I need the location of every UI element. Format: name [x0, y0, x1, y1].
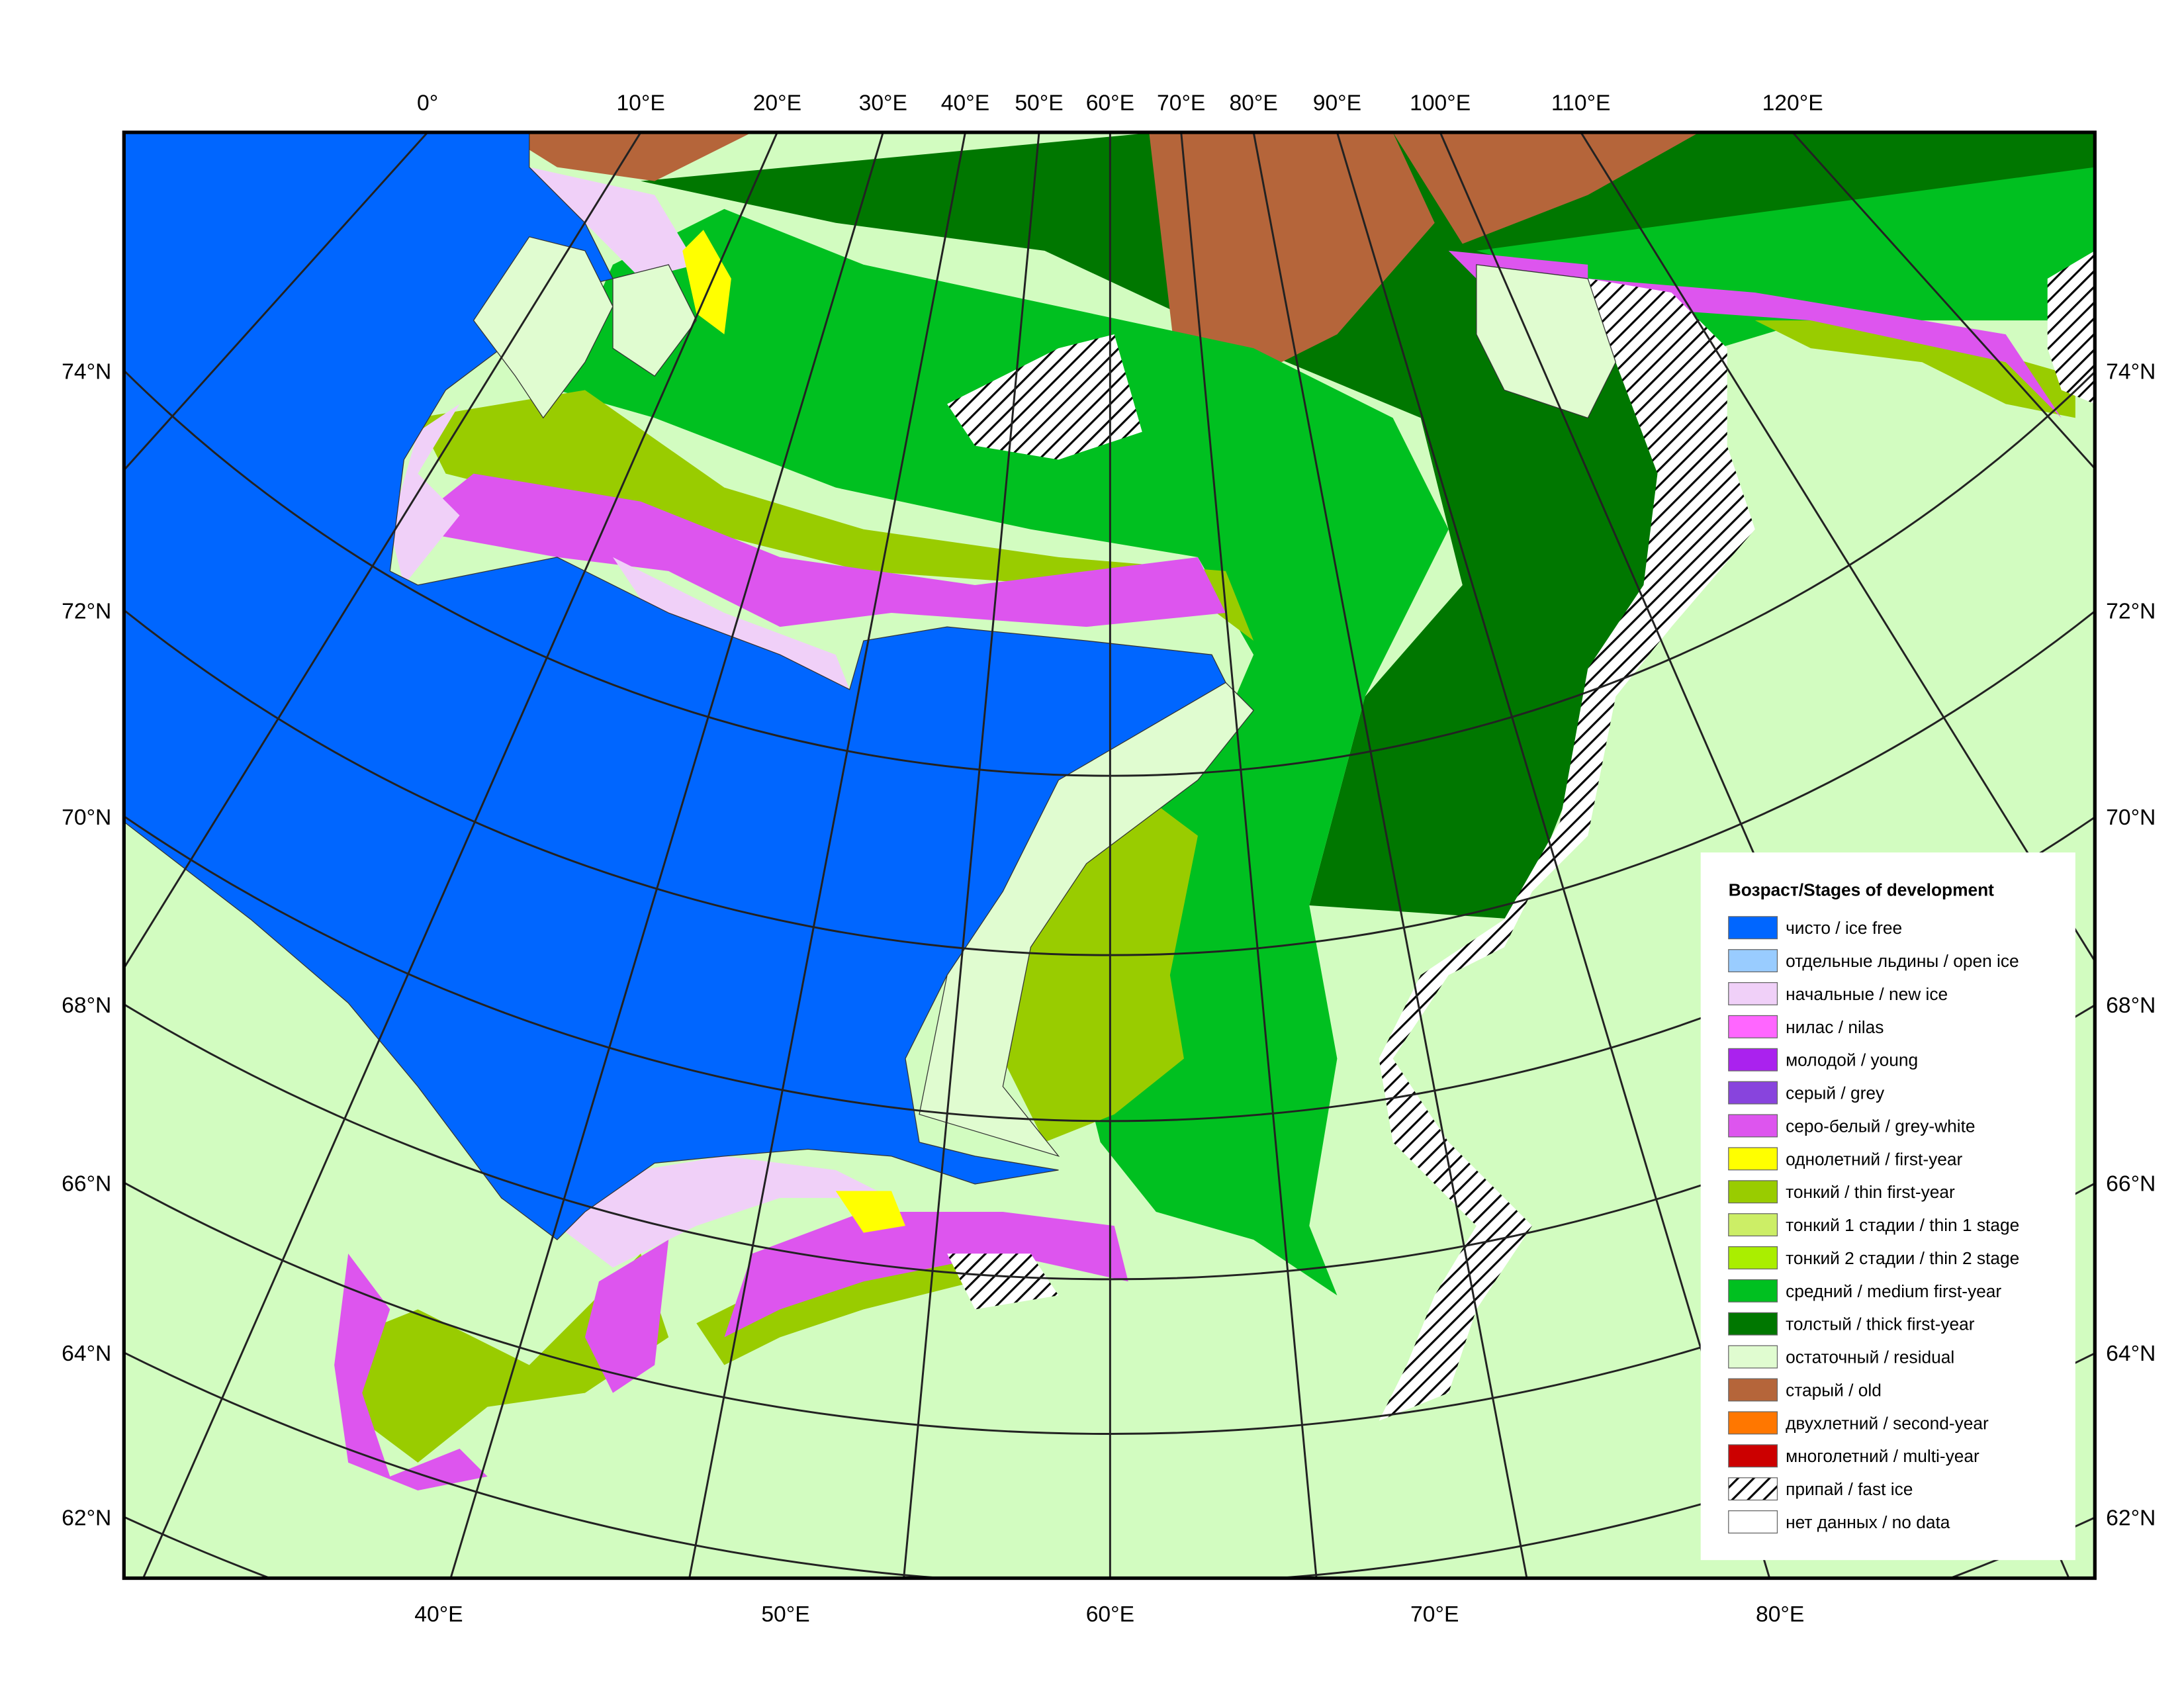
top-label: 50°E [1015, 91, 1063, 115]
right-label: 70°N [2106, 805, 2156, 830]
legend-swatch [1728, 1477, 1778, 1501]
meridian [124, 132, 642, 970]
left-label: 74°N [62, 359, 111, 384]
legend-swatch [1728, 1345, 1778, 1369]
parallel [124, 608, 2095, 956]
legend-swatch [1728, 1114, 1778, 1138]
top-label: 20°E [753, 91, 801, 115]
parallel [124, 1002, 2095, 1280]
meridian [688, 132, 966, 1578]
right-label: 68°N [2106, 993, 2156, 1018]
map-frame [122, 130, 2097, 1580]
legend-swatch [1728, 949, 1778, 973]
right-label: 64°N [2106, 1342, 2156, 1366]
meridian [1252, 132, 1528, 1578]
fast-ice [947, 250, 2095, 1421]
right-label: 72°N [2106, 599, 2156, 623]
legend: Возраст/Stages of development чисто / ic… [1700, 852, 2075, 1561]
legend-swatch [1728, 1147, 1778, 1171]
grey-white-ice [334, 250, 2062, 1490]
left-label: 72°N [62, 599, 111, 623]
top-label: 80°E [1229, 91, 1277, 115]
legend-swatch [1728, 1444, 1778, 1468]
legend-label: старый / old [1786, 1380, 1882, 1400]
legend-swatch [1728, 916, 1778, 940]
meridian [1579, 132, 2095, 963]
parallel [124, 814, 2095, 1122]
legend-swatch [1728, 1312, 1778, 1336]
legend-label: тонкий 2 стадии / thin 2 stage [1786, 1248, 2019, 1268]
left-label: 62°N [62, 1506, 111, 1531]
left-label: 64°N [62, 1342, 111, 1366]
right-label: 66°N [2106, 1171, 2156, 1196]
top-label: 40°E [941, 91, 989, 115]
top-label: 110°E [1551, 91, 1611, 115]
right-label: 74°N [2106, 359, 2156, 384]
legend-swatch [1728, 1015, 1778, 1038]
legend-label: серый / grey [1786, 1083, 1885, 1103]
legend-label: серо-белый / grey-white [1786, 1116, 1975, 1136]
thin-first-year [348, 320, 2075, 1463]
meridian [142, 132, 778, 1578]
left-label: 68°N [62, 993, 111, 1018]
top-label: 90°E [1313, 91, 1361, 115]
legend-label: припай / fast ice [1786, 1479, 1913, 1499]
legend-swatch [1728, 1180, 1778, 1204]
legend-swatch [1728, 1510, 1778, 1533]
legend-label: молодой / young [1786, 1050, 1918, 1070]
top-label: 60°E [1086, 91, 1134, 115]
axis-labels: 0° 10°E 20°E 30°E 40°E 50°E 60°E 70°E 80°E 90°E 10… [62, 91, 2156, 1626]
legend-title: Возраст/Stages of development [1729, 880, 1994, 899]
legend-label: средний / medium first-year [1786, 1281, 2001, 1301]
legend-label: двухлетний / second-year [1786, 1413, 1989, 1433]
legend-label: многолетний / multi-year [1786, 1446, 1979, 1466]
left-label: 70°N [62, 805, 111, 830]
top-label: 30°E [859, 91, 907, 115]
legend-swatch [1728, 1378, 1778, 1402]
parallel [124, 1181, 2095, 1435]
legend-label: чисто / ice free [1786, 918, 1902, 938]
meridian [903, 132, 1040, 1578]
legend-label: отдельные льдины / open ice [1786, 951, 2019, 971]
legend-swatch [1728, 1411, 1778, 1435]
legend-label: тонкий / thin first-year [1786, 1182, 1955, 1202]
legend-label: начальные / new ice [1786, 984, 1948, 1004]
meridian [449, 132, 884, 1578]
legend-label: толстый / thick first-year [1786, 1314, 1975, 1334]
bottom-label: 80°E [1756, 1602, 1804, 1627]
bottom-label: 60°E [1086, 1602, 1134, 1627]
legend-swatch [1728, 1081, 1778, 1105]
bottom-label: 40°E [414, 1602, 463, 1627]
legend-label: однолетний / first-year [1786, 1149, 1962, 1169]
old-ice [501, 132, 1700, 432]
meridian [1180, 132, 1318, 1578]
top-label: 120°E [1762, 91, 1823, 115]
legend-label: остаточный / residual [1786, 1348, 1954, 1367]
land-coast [473, 236, 1617, 1158]
top-label: 10°E [616, 91, 664, 115]
top-label: 0° [417, 91, 438, 115]
bottom-label: 50°E [761, 1602, 809, 1627]
parallel [124, 368, 2095, 776]
medium-ice [557, 167, 2095, 1296]
top-label: 70°E [1157, 91, 1205, 115]
legend-label: тонкий 1 стадии / thin 1 stage [1786, 1215, 2019, 1235]
legend-swatch [1728, 982, 1778, 1005]
top-label: 100°E [1410, 91, 1471, 115]
legend-swatch [1728, 1048, 1778, 1072]
legend-swatch [1728, 1279, 1778, 1303]
meridian [1336, 132, 1771, 1578]
legend-swatch [1728, 1213, 1778, 1237]
bottom-label: 70°E [1410, 1602, 1459, 1627]
right-label: 62°N [2106, 1506, 2156, 1531]
legend-label: нет данных / no data [1786, 1512, 1950, 1532]
legend-label: нилас / nilas [1786, 1017, 1884, 1037]
legend-swatch [1728, 1246, 1778, 1269]
left-label: 66°N [62, 1171, 111, 1196]
